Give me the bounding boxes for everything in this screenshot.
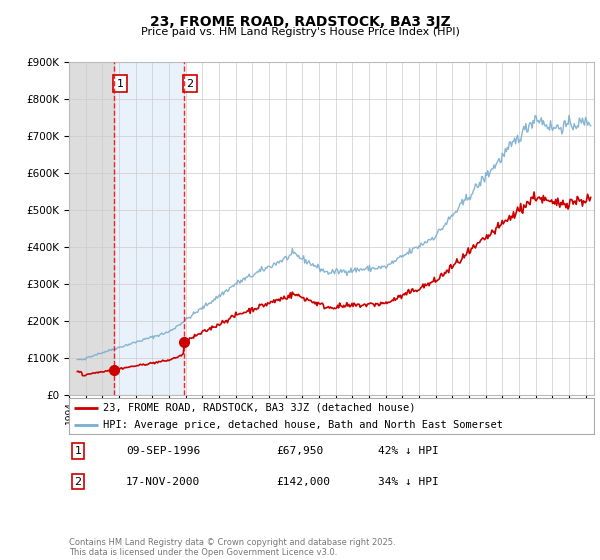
Text: 1: 1 — [74, 446, 82, 456]
Text: 2: 2 — [186, 79, 193, 89]
Text: Price paid vs. HM Land Registry's House Price Index (HPI): Price paid vs. HM Land Registry's House … — [140, 27, 460, 37]
Text: HPI: Average price, detached house, Bath and North East Somerset: HPI: Average price, detached house, Bath… — [103, 420, 503, 430]
Text: 1: 1 — [116, 79, 124, 89]
Text: 2: 2 — [74, 477, 82, 487]
Text: £142,000: £142,000 — [276, 477, 330, 487]
Bar — [69, 62, 114, 395]
Text: 17-NOV-2000: 17-NOV-2000 — [126, 477, 200, 487]
Text: 34% ↓ HPI: 34% ↓ HPI — [378, 477, 439, 487]
Bar — [69, 62, 114, 395]
Text: 09-SEP-1996: 09-SEP-1996 — [126, 446, 200, 456]
Text: Contains HM Land Registry data © Crown copyright and database right 2025.
This d: Contains HM Land Registry data © Crown c… — [69, 538, 395, 557]
Text: 23, FROME ROAD, RADSTOCK, BA3 3JZ: 23, FROME ROAD, RADSTOCK, BA3 3JZ — [149, 15, 451, 29]
Text: 23, FROME ROAD, RADSTOCK, BA3 3JZ (detached house): 23, FROME ROAD, RADSTOCK, BA3 3JZ (detac… — [103, 403, 416, 413]
Text: 42% ↓ HPI: 42% ↓ HPI — [378, 446, 439, 456]
Text: £67,950: £67,950 — [276, 446, 323, 456]
Bar — [114, 62, 184, 395]
